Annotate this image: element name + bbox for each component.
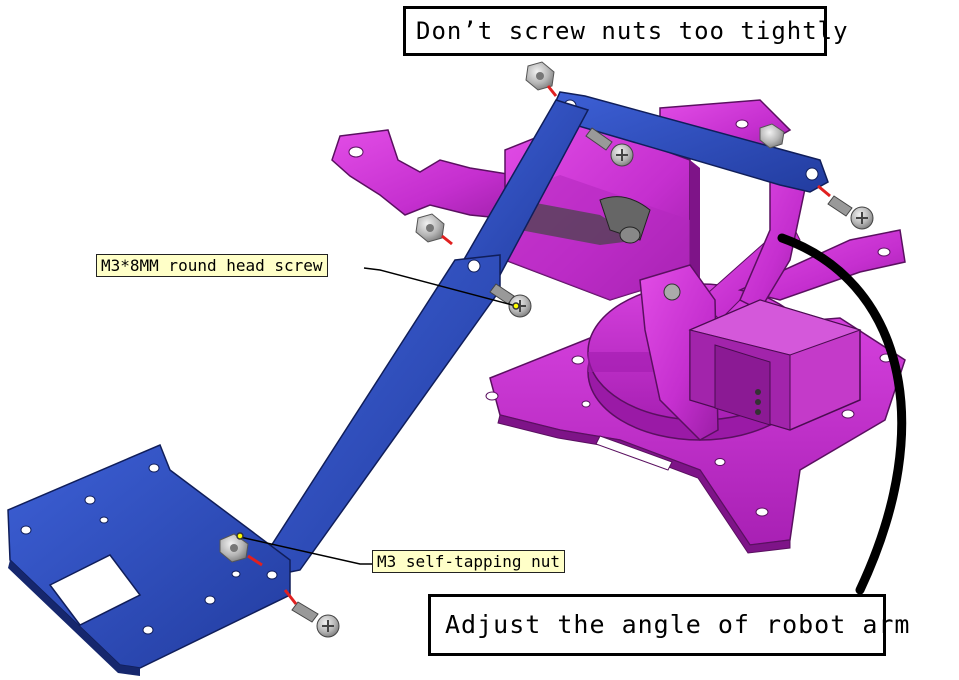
leader-lines (236, 267, 520, 565)
screw-label: M3*8MM round head screw (96, 254, 328, 277)
hex-nut-icon (415, 213, 445, 243)
servo-motor (688, 299, 862, 431)
blue-long-arm (261, 99, 590, 576)
nuts-warning-callout: Don’t screw nuts too tightly (403, 6, 848, 56)
nut-label: M3 self-tapping nut (372, 550, 566, 573)
hex-nut-icon (759, 123, 785, 149)
hex-nut-icon (219, 533, 249, 563)
round-head-screw-icon (585, 127, 634, 167)
assembly-guide-lines (247, 85, 831, 605)
angle-arc-arrow (777, 233, 907, 595)
round-head-screw-icon (291, 601, 340, 638)
hex-nut-icon (525, 61, 555, 91)
round-head-screw-icon (827, 195, 874, 230)
adjust-angle-callout: Adjust the angle of robot arm (428, 594, 910, 656)
blue-base-bracket (7, 444, 291, 676)
